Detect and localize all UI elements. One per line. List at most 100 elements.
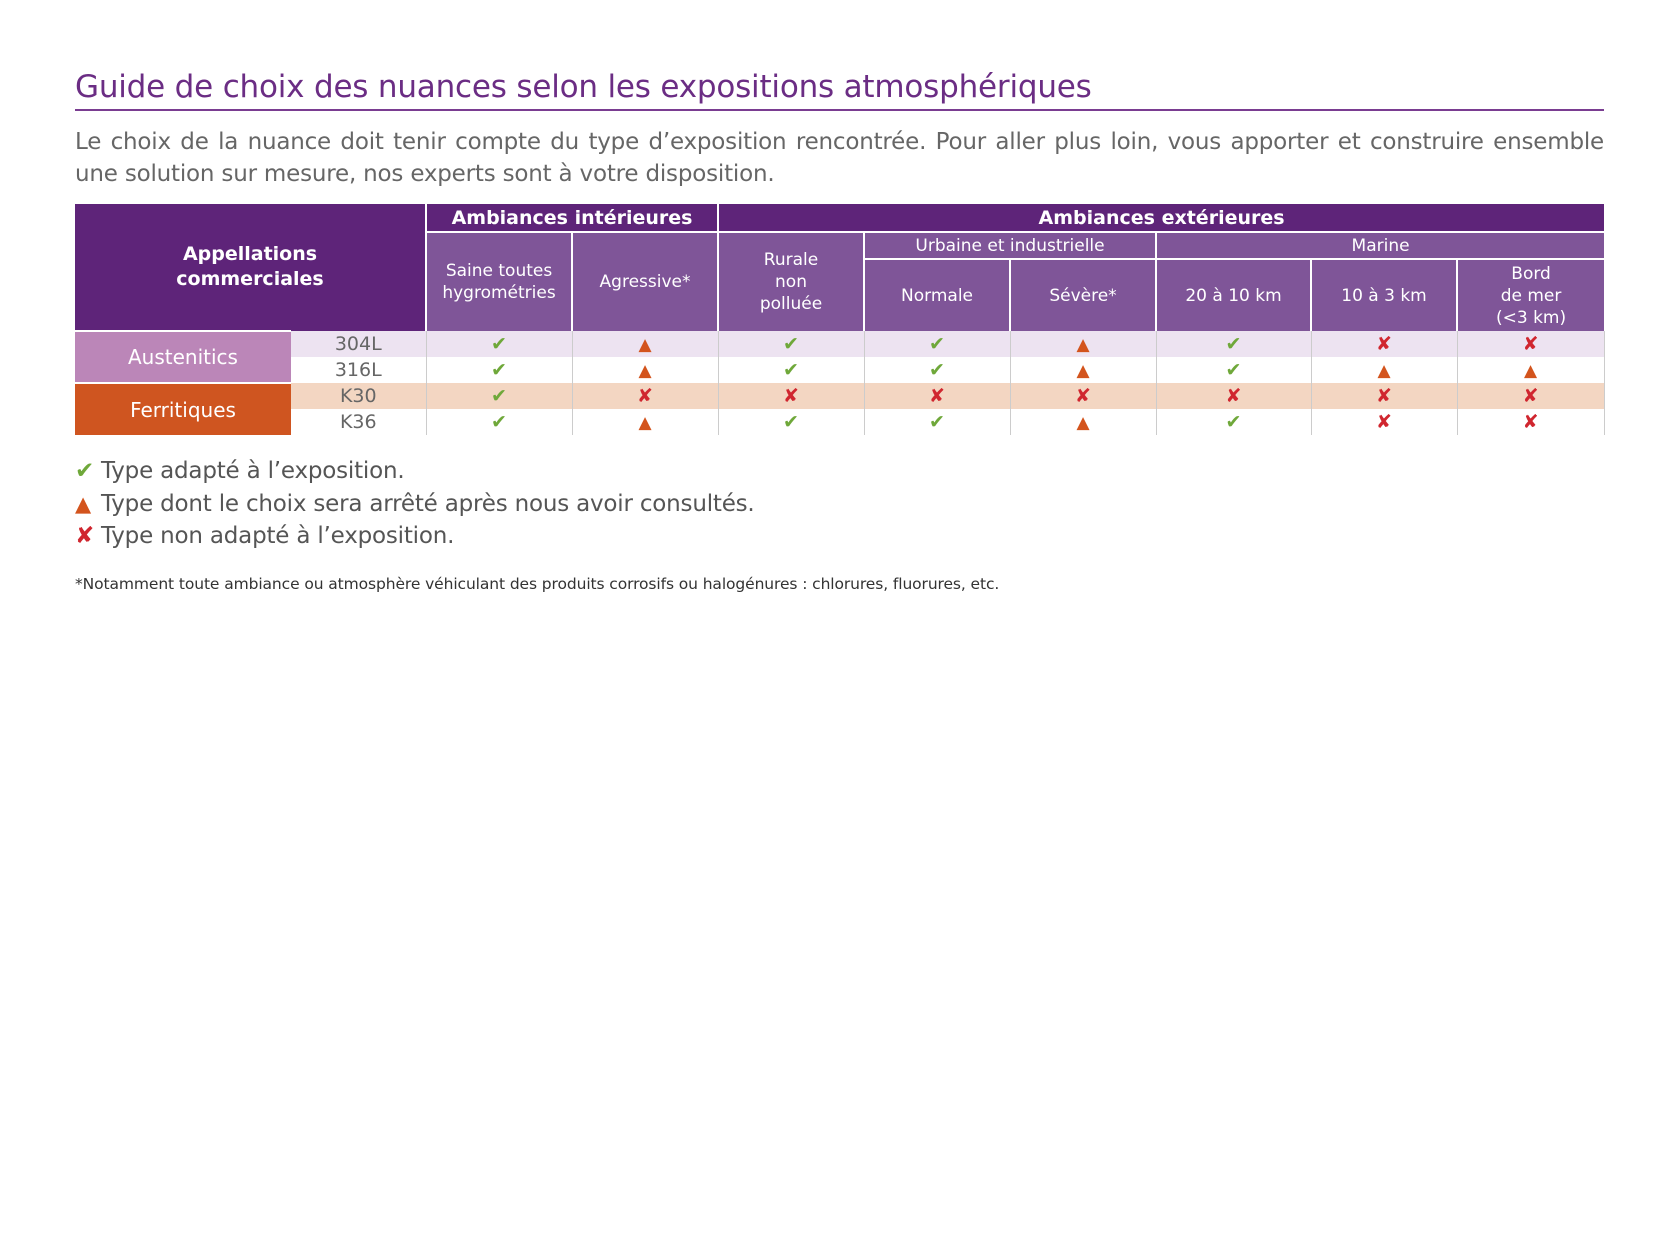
legend-item-ok: ✔ Type adapté à l’exposition. (75, 455, 755, 488)
col-bord-line2: de mer (1500, 285, 1562, 306)
exposure-cell: ✘ (1010, 383, 1157, 409)
cross-icon: ✘ (1522, 385, 1539, 407)
triangle-icon: ▲ (638, 361, 652, 381)
check-icon: ✔ (491, 411, 507, 433)
col-agressive: Agressive* (571, 231, 719, 331)
triangle-icon: ▲ (1377, 361, 1391, 381)
exposure-cell: ✘ (572, 383, 719, 409)
exposure-cell: ✘ (1457, 331, 1605, 357)
exposure-cell: ✔ (864, 409, 1011, 435)
check-icon: ✔ (491, 359, 507, 381)
exposure-cell: ✘ (718, 383, 865, 409)
header-marine: Marine (1155, 231, 1605, 259)
cross-icon: ✘ (1376, 333, 1392, 355)
col-rurale-line1: Rurale (763, 250, 819, 270)
exposure-cell: ✔ (1156, 357, 1312, 383)
exposure-cell: ✔ (426, 383, 573, 409)
exposure-cell: ✔ (426, 409, 573, 435)
cross-icon: ✘ (1522, 333, 1539, 355)
triangle-icon: ▲ (1076, 335, 1090, 355)
table-row: 316L ✔ ▲ ✔ ✔ ▲ ✔ ▲ ▲ (75, 357, 1605, 383)
exposure-cell: ✔ (718, 409, 865, 435)
exposure-cell: ✘ (1311, 383, 1458, 409)
triangle-icon: ▲ (1076, 361, 1090, 381)
col-bord-line3: (<3 km) (1495, 307, 1567, 328)
exposure-cell: ✔ (426, 331, 573, 357)
header-interior: Ambiances intérieures (425, 204, 719, 232)
triangle-icon: ▲ (75, 491, 91, 516)
header-urban: Urbaine et industrielle (863, 231, 1157, 259)
check-icon: ✔ (929, 411, 945, 433)
col-severe: Sévère* (1009, 258, 1157, 331)
grade-label: K30 (291, 383, 427, 409)
check-icon: ✔ (783, 359, 799, 381)
exposure-cell: ✘ (1156, 383, 1312, 409)
col-rurale-line2: non (775, 272, 807, 292)
cross-icon: ✘ (929, 385, 945, 407)
triangle-icon: ▲ (1076, 413, 1090, 433)
grade-label: 316L (291, 357, 427, 383)
header-appellations-line2: commerciales (176, 268, 324, 290)
exposure-cell: ✔ (426, 357, 573, 383)
exposure-cell: ✔ (864, 331, 1011, 357)
legend: ✔ Type adapté à l’exposition. ▲ Type dont … (75, 455, 755, 553)
family-austenitics: Austenitics (75, 330, 291, 383)
exposure-cell: ✘ (1311, 409, 1458, 435)
page-title: Guide de choix des nuances selon les exp… (75, 67, 1604, 111)
check-icon: ✔ (1225, 359, 1242, 381)
intro-paragraph: Le choix de la nuance doit tenir compte … (75, 129, 1604, 187)
col-saine-line1: Saine toutes (445, 261, 553, 281)
table-row: K36 ✔ ▲ ✔ ✔ ▲ ✔ ✘ ✘ (75, 409, 1605, 435)
grade-label: 304L (291, 331, 427, 357)
exposure-cell: ✘ (1311, 331, 1458, 357)
col-rurale-line3: polluée (759, 294, 823, 314)
exposure-cell: ✘ (864, 383, 1011, 409)
family-ferritiques: Ferritiques (75, 382, 291, 435)
exposure-cell: ✘ (1457, 409, 1605, 435)
legend-no-text: Type non adapté à l’exposition. (101, 523, 455, 549)
exposure-cell: ✔ (864, 357, 1011, 383)
check-icon: ✔ (929, 359, 945, 381)
check-icon: ✔ (1225, 411, 1242, 433)
table-row: Ferritiques K30 ✔ ✘ ✘ ✘ ✘ ✘ ✘ ✘ (75, 382, 1605, 435)
check-icon: ✔ (783, 411, 799, 433)
exposure-cell: ▲ (1010, 409, 1157, 435)
col-saine-line2: hygrométries (442, 283, 556, 303)
check-icon: ✔ (75, 458, 95, 484)
exposure-cell: ✔ (718, 331, 865, 357)
col-normale: Normale (863, 258, 1011, 331)
exposure-cell: ✘ (1457, 383, 1605, 409)
check-icon: ✔ (1225, 333, 1242, 355)
col-rurale: Rurale non polluée (717, 231, 865, 331)
header-appellations: Appellations commerciales (75, 204, 427, 331)
footnote: *Notamment toute ambiance ou atmosphère … (75, 575, 1000, 593)
triangle-icon: ▲ (638, 335, 652, 355)
exposure-cell: ✔ (718, 357, 865, 383)
cross-icon: ✘ (1376, 411, 1392, 433)
cross-icon: ✘ (1075, 385, 1091, 407)
col-bord-de-mer: Bord de mer (<3 km) (1456, 258, 1605, 331)
legend-warn-text: Type dont le choix sera arrêté après nou… (101, 490, 755, 517)
exposure-cell: ▲ (572, 331, 719, 357)
exposure-cell: ✔ (1156, 331, 1312, 357)
exposure-cell: ▲ (572, 409, 719, 435)
check-icon: ✔ (491, 333, 507, 355)
triangle-icon: ▲ (638, 413, 652, 433)
exposure-cell: ▲ (1311, 357, 1458, 383)
exposure-cell: ▲ (1010, 357, 1157, 383)
col-20-10-km: 20 à 10 km (1155, 258, 1312, 331)
exposure-cell: ▲ (1457, 357, 1605, 383)
header-appellations-line1: Appellations (182, 243, 318, 265)
cross-icon: ✘ (75, 523, 95, 549)
table-row: Austenitics 304L ✔ ▲ ✔ ✔ ▲ ✔ ✘ ✘ (75, 330, 1605, 383)
cross-icon: ✘ (1522, 411, 1539, 433)
legend-ok-text: Type adapté à l’exposition. (101, 458, 405, 484)
check-icon: ✔ (929, 333, 945, 355)
cross-icon: ✘ (637, 385, 653, 407)
col-10-3-km: 10 à 3 km (1310, 258, 1458, 331)
legend-item-warn: ▲ Type dont le choix sera arrêté après no… (75, 488, 755, 521)
triangle-icon: ▲ (1524, 361, 1538, 381)
header-exterior: Ambiances extérieures (717, 204, 1605, 232)
col-bord-line1: Bord (1511, 263, 1551, 284)
check-icon: ✔ (783, 333, 799, 355)
